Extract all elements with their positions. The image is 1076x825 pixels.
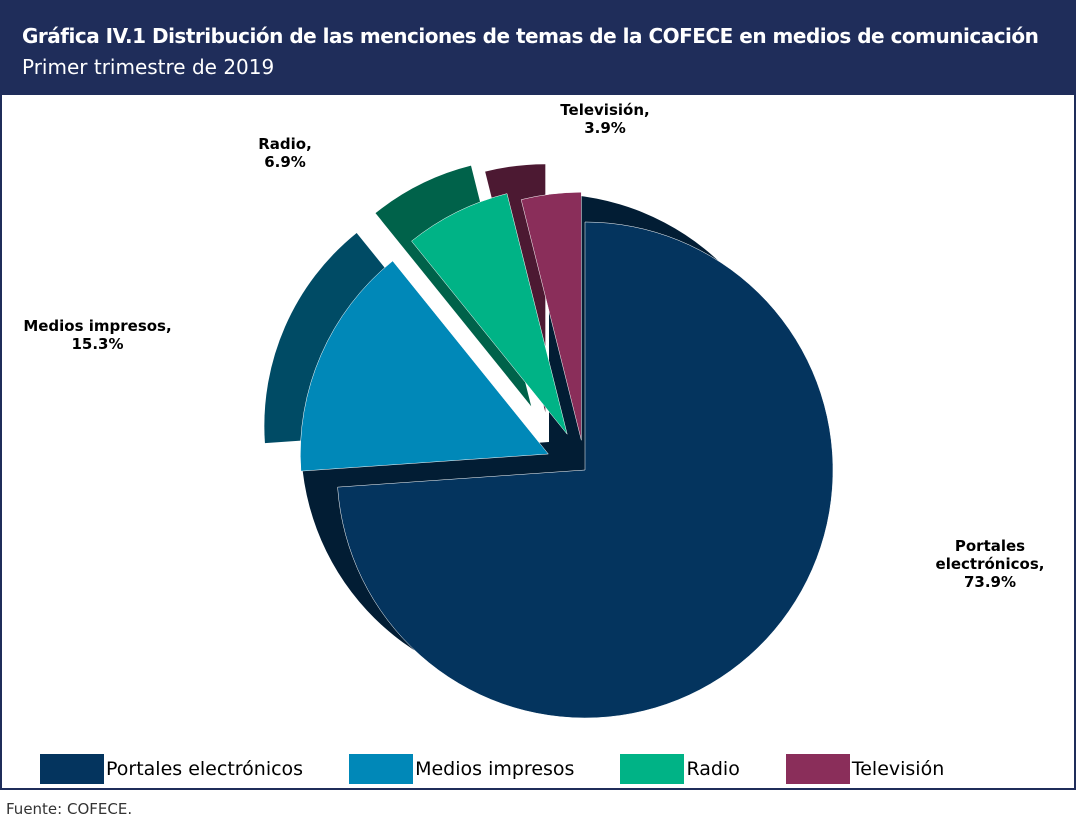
chart — [264, 164, 834, 719]
slice — [300, 260, 549, 472]
legend-item: Televisión — [785, 754, 945, 784]
legend-label: Televisión — [851, 758, 945, 780]
data-label-value: 6.9% — [264, 153, 306, 171]
slice — [411, 193, 568, 435]
data-label: Portales electrónicos, 73.9% — [915, 537, 1065, 591]
legend-label: Portales electrónicos — [106, 758, 304, 780]
data-label-name: Portales electrónicos, — [935, 537, 1045, 573]
chart-title: Gráfica IV.1 Distribución de las mencion… — [22, 24, 1039, 48]
slice — [337, 221, 834, 719]
legend-swatch — [620, 754, 685, 784]
data-label-value: 3.9% — [584, 119, 626, 137]
legend: Portales electrónicos Medios impresos Radi… — [40, 754, 990, 784]
data-label: Televisión, 3.9% — [540, 101, 670, 137]
data-label-name: Radio, — [258, 135, 312, 153]
data-label-value: 73.9% — [963, 573, 1017, 591]
source: Fuente: COFECE. — [6, 800, 133, 818]
legend-swatch — [349, 754, 414, 784]
legend-label: Medios impresos — [415, 758, 575, 780]
data-label-name: Televisión, — [560, 101, 650, 119]
legend-label: Radio — [686, 758, 740, 780]
legend-item: Medios impresos — [349, 754, 574, 784]
data-label-name: Medios impresos, — [23, 317, 172, 335]
legend-swatch — [40, 754, 104, 784]
chart-subtitle: Primer trimestre de 2019 — [22, 55, 275, 79]
data-label: Medios impresos, 15.3% — [10, 317, 185, 353]
data-label: Radio, 6.9% — [225, 135, 345, 171]
slice — [520, 191, 582, 441]
data-label-value: 15.3% — [71, 335, 124, 353]
legend-item: Portales electrónicos — [40, 754, 303, 784]
legend-item: Radio — [620, 754, 740, 784]
frame — [0, 0, 1076, 790]
legend-swatch — [785, 754, 850, 784]
header: Gráfica IV.1 Distribución de las mencion… — [0, 0, 1076, 95]
